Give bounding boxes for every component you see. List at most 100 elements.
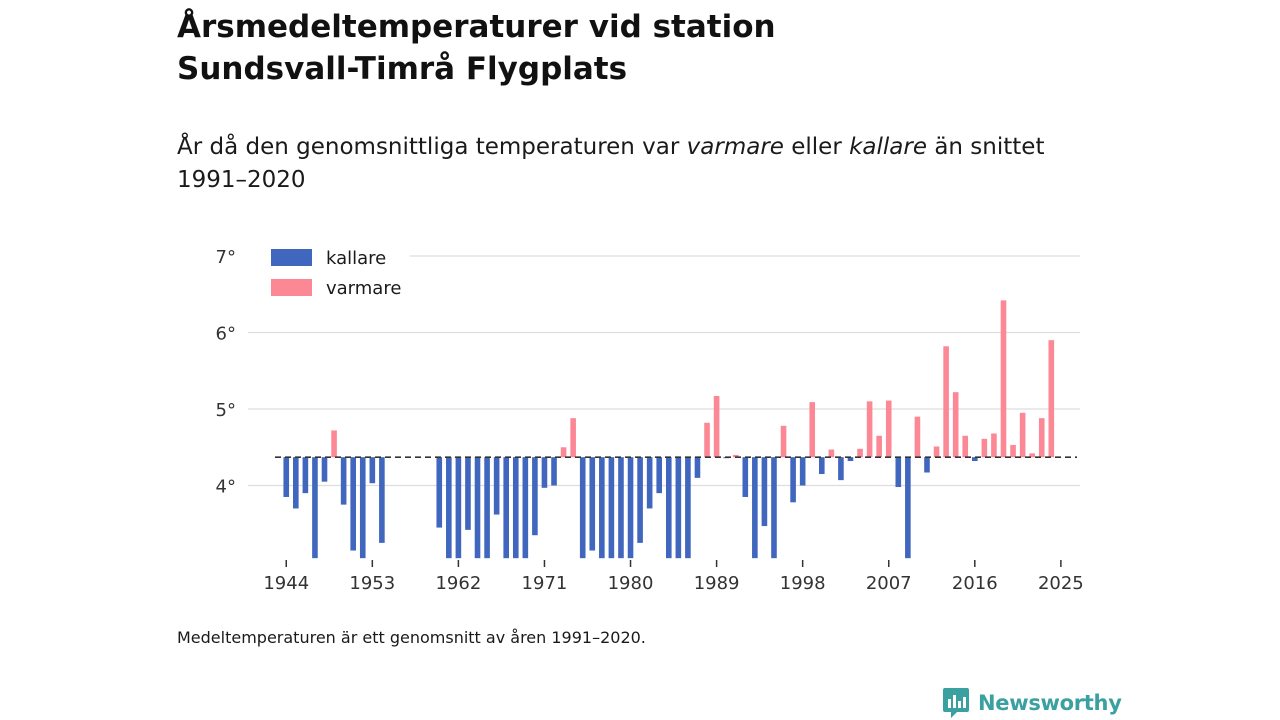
subtitle-part-2: eller — [783, 134, 850, 160]
bar-1997 — [790, 457, 796, 503]
bar-1945 — [293, 457, 299, 509]
bar-1951 — [350, 457, 356, 551]
bar-1972 — [551, 457, 557, 486]
legend-label-warmer: varmare — [326, 278, 401, 299]
chart-title: Årsmedeltemperaturer vid station Sundsval… — [177, 6, 1077, 90]
bar-2008 — [895, 457, 902, 488]
bar-2013 — [943, 346, 949, 458]
x-tick-label: 2016 — [952, 573, 998, 594]
bar-2011 — [924, 457, 930, 473]
bar-chart: 4° 5° 6° 7° 1944 1953 1962 1971 1980 1989 1998 2007… — [216, 247, 1084, 594]
axes: 4° 5° 6° 7° 1944 1953 1962 1971 1980 1989 1998 2007… — [216, 247, 1084, 594]
title-line-1: Årsmedeltemperaturer vid station — [177, 9, 776, 45]
bar-2001 — [828, 449, 835, 458]
x-tick-label: 1998 — [780, 573, 826, 594]
bar-2018 — [991, 433, 997, 458]
bar-2024 — [1048, 340, 1055, 458]
x-tick-label: 1989 — [694, 573, 740, 594]
legend: kallare varmare — [271, 248, 401, 299]
x-tick-label: 1953 — [349, 573, 395, 594]
x-tick-label: 1944 — [263, 573, 309, 594]
bar-1981 — [637, 457, 643, 543]
bar-1995 — [771, 457, 777, 559]
bar-2004 — [857, 448, 863, 458]
brand-name: Newsworthy — [978, 691, 1122, 715]
bar-1996 — [780, 425, 787, 458]
bar-2020 — [1010, 444, 1016, 458]
bar-2002 — [838, 457, 844, 481]
bar-1982 — [646, 457, 653, 509]
bar-2015 — [962, 435, 969, 458]
bar-1968 — [512, 457, 519, 559]
footnote: Medeltemperaturen är ett genomsnitt av å… — [177, 628, 646, 647]
bar-1985 — [675, 457, 682, 559]
bar-2023 — [1038, 418, 1045, 458]
x-tick-label: 2007 — [866, 573, 912, 594]
gridlines — [248, 255, 1080, 487]
brand-logo[interactable]: Newsworthy — [942, 687, 1122, 719]
x-tick-label: 1971 — [522, 573, 568, 594]
y-tick-label: 7° — [216, 247, 236, 268]
bar-1954 — [379, 457, 385, 543]
bar-1950 — [340, 457, 347, 505]
bar-2012 — [933, 446, 940, 458]
bar-1998 — [799, 457, 806, 486]
x-tick-label: 1980 — [608, 573, 654, 594]
bar-1989 — [713, 395, 720, 458]
bar-1971 — [541, 457, 548, 488]
x-tick-label: 2025 — [1038, 573, 1084, 594]
bar-1965 — [484, 457, 490, 559]
legend-label-colder: kallare — [326, 248, 386, 269]
bar-1966 — [493, 457, 500, 515]
bar-1991 — [732, 454, 739, 458]
bar-1963 — [465, 457, 471, 530]
bar-2017 — [981, 438, 988, 458]
bar-1980 — [627, 457, 634, 559]
bar-1992 — [742, 457, 749, 497]
bar-1946 — [302, 457, 309, 494]
bar-1994 — [761, 457, 768, 527]
bar-1984 — [665, 457, 672, 559]
bar-1949 — [331, 430, 337, 458]
bar-1970 — [532, 457, 538, 536]
y-tick-label: 4° — [216, 477, 236, 498]
bar-2007 — [885, 400, 892, 458]
subtitle-part-1: År då den genomsnittliga temperaturen va… — [177, 134, 687, 160]
subtitle-emphasis-colder: kallare — [849, 134, 928, 160]
bar-1975 — [579, 457, 586, 559]
bar-1977 — [599, 457, 605, 559]
x-tick-label: 1962 — [435, 573, 481, 594]
bars — [283, 300, 1055, 559]
bar-1969 — [522, 457, 529, 559]
bar-1987 — [694, 457, 701, 478]
legend-swatch-warmer — [271, 279, 312, 296]
bar-1976 — [589, 457, 596, 551]
bar-1960 — [436, 457, 443, 528]
bar-1993 — [752, 457, 758, 559]
bar-2000 — [818, 457, 825, 475]
y-tick-label: 6° — [216, 324, 236, 345]
bar-2019 — [1000, 300, 1007, 458]
bar-1978 — [608, 457, 615, 559]
bar-2010 — [914, 416, 921, 458]
bar-1964 — [474, 457, 481, 559]
bar-1947 — [312, 457, 318, 559]
bar-1948 — [321, 457, 328, 482]
title-line-2: Sundsvall-Timrå Flygplats — [177, 51, 628, 87]
subtitle-line-2: 1991–2020 — [177, 167, 306, 193]
bar-1961 — [446, 457, 452, 559]
bar-2006 — [876, 435, 882, 458]
bar-1983 — [656, 457, 663, 494]
bar-1979 — [618, 457, 624, 559]
bar-2016 — [972, 457, 978, 462]
bar-2022 — [1029, 453, 1035, 458]
y-tick-label: 5° — [216, 400, 236, 421]
bar-2021 — [1019, 412, 1026, 458]
subtitle-part-3: än snittet — [927, 134, 1045, 160]
bar-2003 — [847, 457, 854, 462]
bar-2014 — [952, 392, 959, 458]
bar-1986 — [685, 457, 691, 559]
bar-1973 — [560, 447, 567, 458]
bar-2005 — [866, 401, 873, 458]
legend-swatch-colder — [271, 249, 312, 266]
